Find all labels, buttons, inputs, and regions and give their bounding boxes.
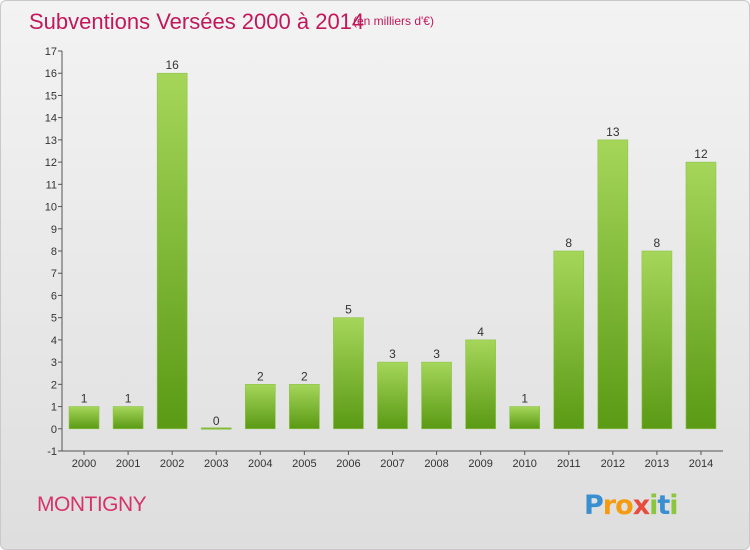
- y-tick-label: 12: [45, 157, 57, 169]
- bar: [333, 317, 364, 430]
- y-tick-label: 16: [45, 68, 57, 80]
- chart-subtitle: (en milliers d'€): [353, 14, 434, 28]
- proxiti-logo[interactable]: Proxiti: [584, 490, 679, 521]
- y-tick-label: 4: [51, 335, 57, 347]
- bar-value-label: 2: [301, 369, 308, 383]
- bar: [421, 361, 452, 430]
- logo-letter: P: [584, 490, 604, 521]
- bar: [156, 72, 188, 430]
- y-tick-label: -1: [47, 446, 57, 458]
- y-tick-label: 10: [45, 202, 57, 214]
- x-tick-label: 2013: [645, 458, 669, 470]
- x-tick-label: 2010: [512, 458, 536, 470]
- bar: [509, 406, 541, 430]
- bar-value-label: 8: [654, 236, 661, 250]
- x-tick-label: 2005: [292, 458, 316, 470]
- bar: [68, 406, 100, 430]
- logo-letter: i: [649, 490, 658, 521]
- y-tick-label: 17: [45, 46, 57, 58]
- bar: [200, 427, 232, 430]
- bar-value-label: 1: [81, 392, 88, 406]
- bar-value-label: 1: [125, 392, 132, 406]
- logo-letter: i: [669, 490, 678, 521]
- x-tick-label: 2006: [336, 458, 360, 470]
- bar-chart: -101234567891011121314151617120001200116…: [45, 46, 723, 470]
- logo-letter: r: [602, 490, 616, 521]
- y-tick-label: 11: [46, 179, 57, 191]
- bar-value-label: 4: [477, 325, 484, 339]
- x-tick-label: 2000: [72, 458, 96, 470]
- x-tick-label: 2007: [380, 458, 404, 470]
- bar-value-label: 8: [565, 236, 572, 250]
- bar-value-label: 1: [521, 392, 528, 406]
- x-tick-label: 2009: [468, 458, 492, 470]
- y-tick-label: 15: [45, 90, 57, 102]
- bar: [112, 406, 144, 430]
- bar: [377, 361, 408, 430]
- y-tick-label: 0: [51, 424, 57, 436]
- x-tick-label: 2012: [601, 458, 625, 470]
- x-tick-label: 2008: [424, 458, 448, 470]
- chart-title: Subventions Versées 2000 à 2014: [29, 9, 365, 34]
- logo-letter: t: [657, 490, 670, 521]
- bar-value-label: 12: [694, 147, 708, 161]
- commune-name: MONTIGNY: [37, 493, 147, 516]
- x-tick-label: 2002: [160, 458, 184, 470]
- x-tick-label: 2001: [116, 458, 140, 470]
- bar: [641, 250, 673, 430]
- x-tick-label: 2011: [557, 458, 581, 470]
- bar: [553, 250, 585, 430]
- y-tick-label: 8: [51, 246, 57, 258]
- bar-value-label: 5: [345, 303, 352, 317]
- bar-value-label: 3: [433, 347, 440, 361]
- y-tick-label: 5: [51, 313, 57, 325]
- bar: [685, 161, 717, 430]
- bar: [245, 384, 276, 430]
- bar: [465, 339, 496, 430]
- y-tick-label: 3: [51, 357, 57, 369]
- y-tick-label: 7: [51, 268, 57, 280]
- y-tick-label: 9: [51, 224, 57, 236]
- logo-letter: o: [615, 490, 634, 521]
- y-tick-label: 1: [51, 402, 57, 414]
- bar-value-label: 3: [389, 347, 396, 361]
- bar: [289, 384, 320, 430]
- bar-value-label: 16: [165, 58, 179, 72]
- x-tick-label: 2014: [689, 458, 713, 470]
- x-tick-label: 2004: [248, 458, 272, 470]
- y-tick-label: 14: [45, 113, 57, 125]
- y-tick-label: 6: [51, 290, 57, 302]
- y-tick-label: 2: [51, 379, 57, 391]
- x-tick-label: 2003: [204, 458, 228, 470]
- logo-letter: x: [632, 490, 650, 521]
- bar: [597, 139, 629, 430]
- y-tick-label: 13: [45, 135, 57, 147]
- bar-value-label: 13: [606, 125, 620, 139]
- bar-value-label: 2: [257, 369, 264, 383]
- bar-value-label: 0: [213, 414, 220, 428]
